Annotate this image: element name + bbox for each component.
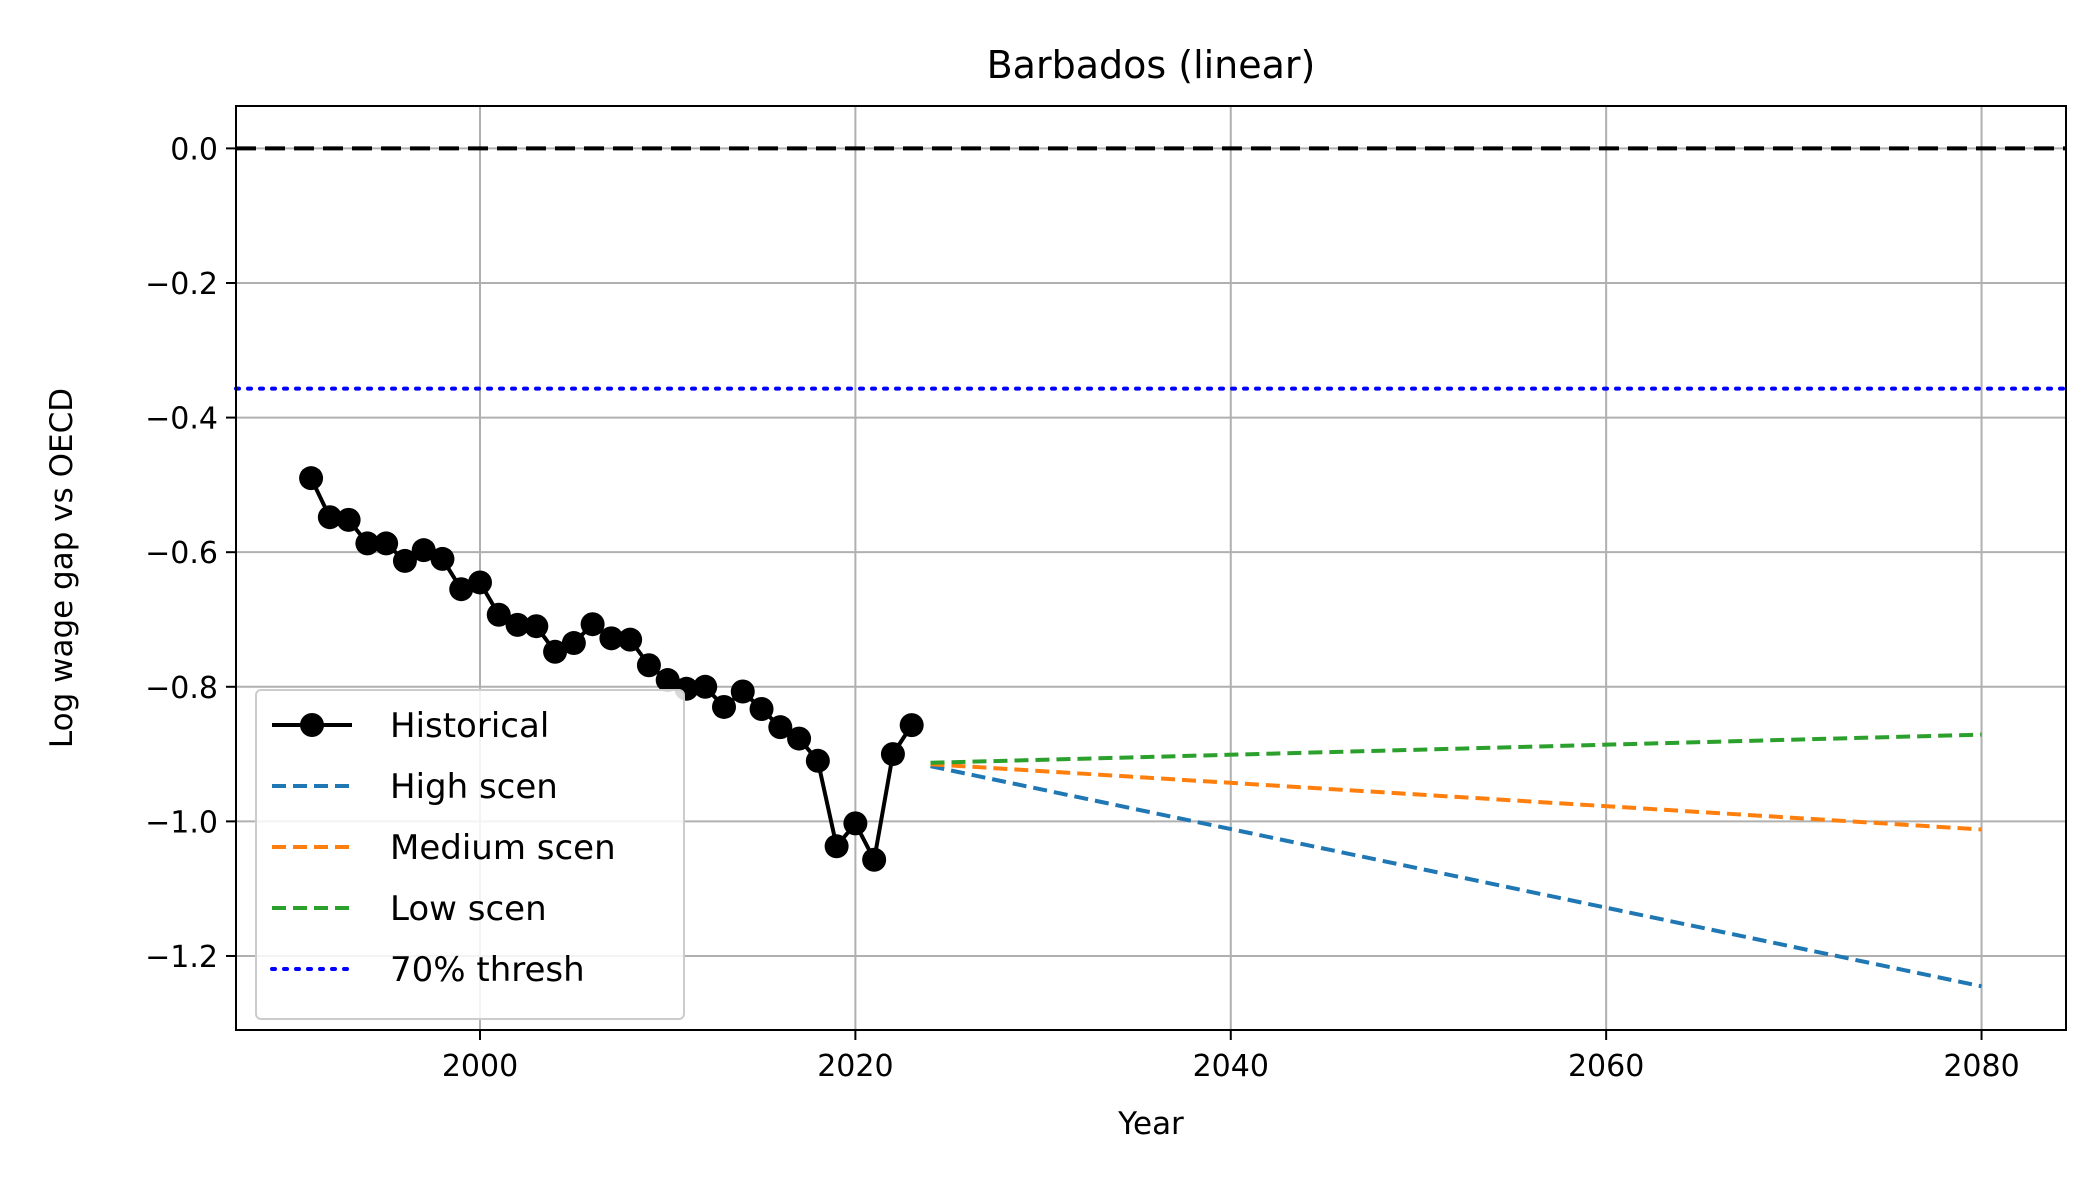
historical-point: [730, 679, 755, 704]
historical-point: [880, 742, 905, 767]
historical-point: [693, 674, 718, 699]
legend-label-high-scen: High scen: [390, 767, 558, 807]
historical-point: [561, 631, 586, 656]
historical-point: [505, 612, 530, 637]
historical-point: [862, 847, 887, 872]
historical-point: [336, 507, 361, 532]
historical-point: [636, 653, 661, 678]
legend-box: [255, 689, 685, 1020]
x-tick-label: 2040: [1193, 1049, 1269, 1084]
y-tick-label: −0.8: [145, 671, 218, 706]
high-scen-line: [930, 764, 1982, 989]
historical-point: [768, 715, 793, 740]
historical-point: [749, 696, 774, 721]
y-tick-label: −0.4: [145, 402, 218, 437]
series-layer: [299, 466, 1982, 989]
historical-point: [655, 668, 680, 693]
y-tick-label: −0.6: [145, 536, 218, 571]
y-ticks: 0.0 −0.2 −0.4 −0.6 −0.8 −1.0 −1.2: [145, 132, 236, 975]
x-axis-title: Year: [1117, 1106, 1184, 1142]
historical-point: [618, 627, 643, 652]
historical-point: [317, 505, 342, 530]
legend: Historical High scen Medium scen Low scen 70…: [255, 689, 685, 1020]
historical-point: [824, 834, 849, 859]
historical-point: [899, 713, 924, 738]
x-tick-label: 2080: [1943, 1049, 2019, 1084]
historical-point: [449, 577, 474, 602]
historical-point: [843, 811, 868, 836]
x-tick-label: 2020: [817, 1049, 893, 1084]
x-ticks: 2000 2020 2040 2060 2080: [442, 1030, 2020, 1084]
y-axis-title: Log wage gap vs OECD: [44, 388, 80, 748]
historical-point: [599, 626, 624, 651]
legend-label-historical: Historical: [390, 706, 549, 746]
historical-point: [430, 546, 455, 571]
historical-point: [580, 612, 605, 637]
legend-label-low-scen: Low scen: [390, 889, 547, 929]
y-tick-label: −0.2: [145, 267, 218, 302]
y-tick-label: −1.0: [145, 805, 218, 840]
historical-point: [355, 531, 380, 556]
historical-point: [411, 538, 436, 563]
historical-point: [468, 570, 492, 595]
y-tick-label: −1.2: [145, 940, 218, 975]
low-scen-line: [930, 732, 1982, 765]
historical-point: [805, 748, 830, 773]
reference-lines: [234, 146, 2068, 391]
legend-marker-historical: [300, 713, 324, 737]
x-tick-label: 2000: [442, 1049, 518, 1084]
plot-frame: [235, 105, 2067, 1031]
y-tick-label: 0.0: [170, 132, 218, 167]
historical-point: [299, 466, 324, 491]
chart-title: Barbados (linear): [987, 43, 1316, 87]
historical-point: [374, 531, 399, 556]
historical-point: [712, 694, 736, 719]
historical-point: [524, 614, 549, 639]
medium-scen-line: [930, 762, 1982, 832]
historical-point: [543, 639, 568, 664]
historical-point: [787, 726, 812, 751]
legend-label-70-thresh: 70% thresh: [390, 950, 585, 990]
historical-point: [486, 602, 511, 627]
historical-point: [392, 548, 417, 573]
x-tick-label: 2060: [1568, 1049, 1644, 1084]
legend-label-medium-scen: Medium scen: [390, 828, 616, 868]
